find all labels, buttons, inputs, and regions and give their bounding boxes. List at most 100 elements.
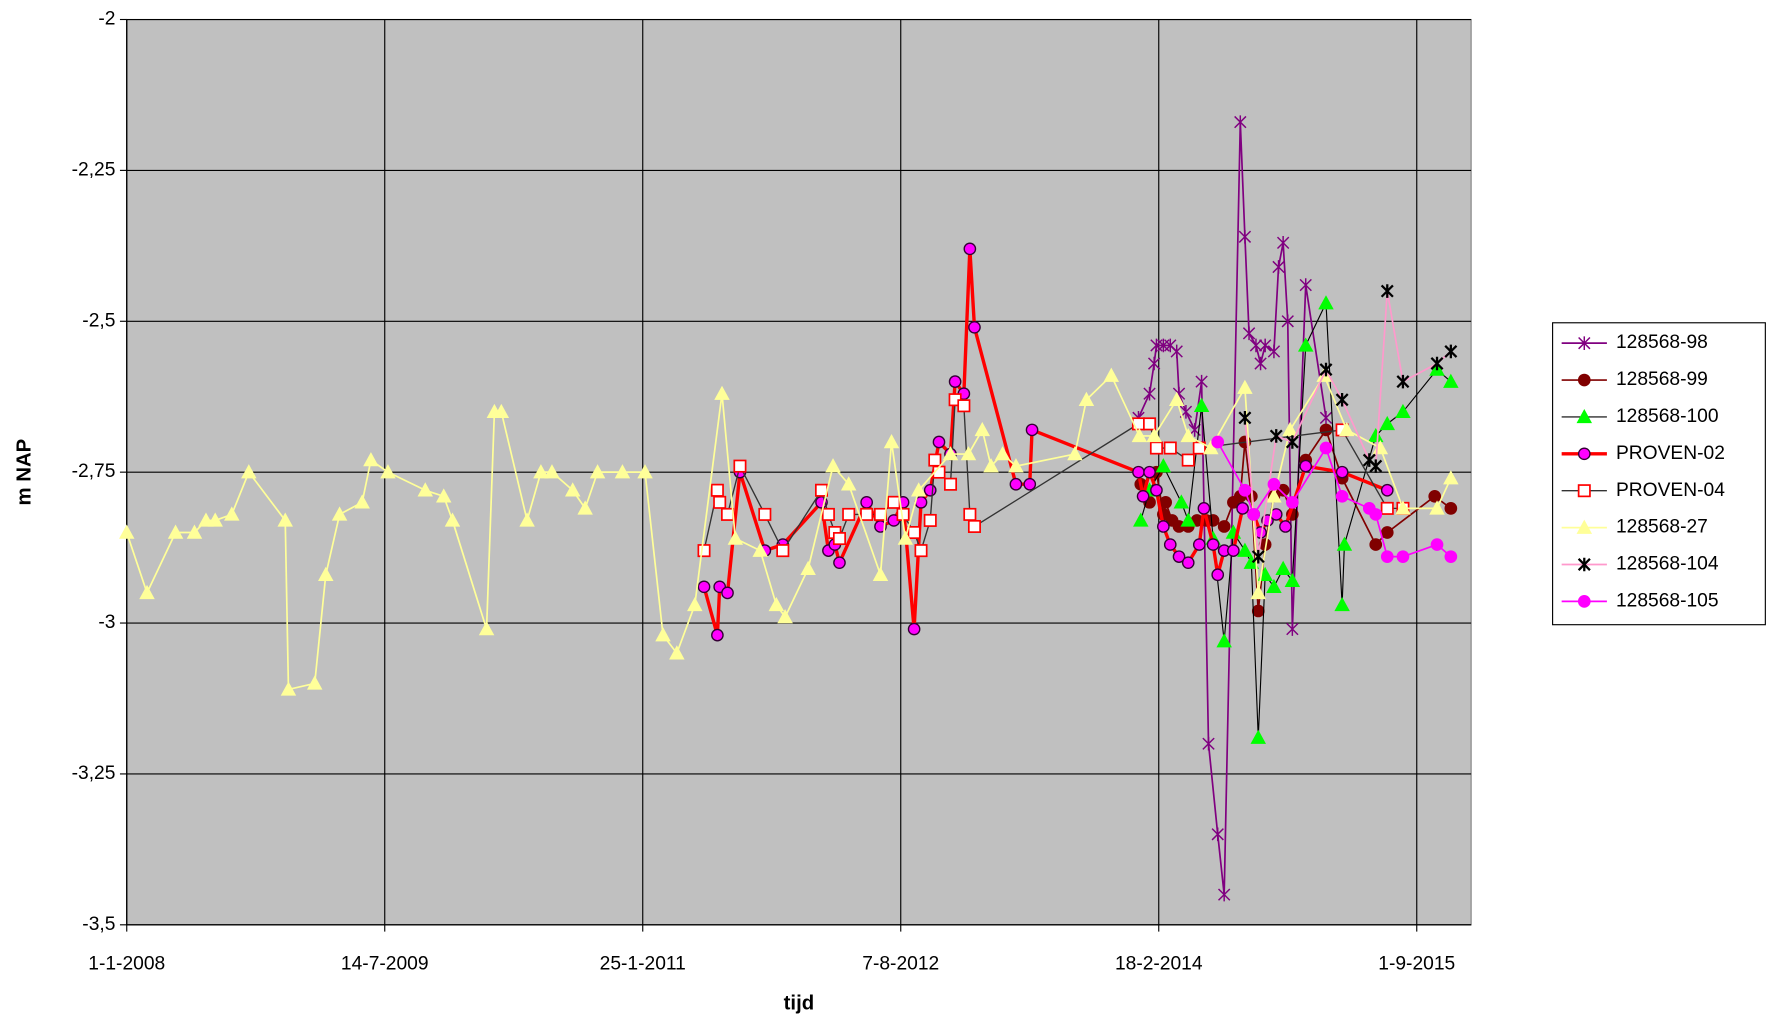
marker <box>1237 542 1253 557</box>
marker <box>224 506 240 521</box>
y-tick-label: -2,5 <box>82 310 115 331</box>
marker <box>1380 526 1394 539</box>
marker <box>318 566 334 581</box>
series <box>118 367 1459 696</box>
marker <box>842 507 856 521</box>
marker <box>948 375 962 388</box>
marker <box>380 464 396 479</box>
marker <box>354 494 370 509</box>
marker <box>1429 500 1445 515</box>
marker <box>1335 392 1349 407</box>
marker <box>1163 538 1177 551</box>
marker <box>1369 508 1383 521</box>
legend-box <box>1552 322 1766 626</box>
marker <box>1217 520 1231 533</box>
marker <box>1286 495 1299 509</box>
marker <box>669 645 685 660</box>
x-tick-label: 1-1-2008 <box>88 953 165 974</box>
marker <box>825 458 841 473</box>
marker <box>1147 356 1161 371</box>
marker <box>733 459 747 473</box>
marker <box>1078 391 1095 406</box>
marker <box>1318 295 1334 310</box>
marker <box>363 452 379 467</box>
marker <box>1338 421 1355 437</box>
marker <box>910 482 927 497</box>
series <box>697 393 1410 558</box>
marker <box>1143 386 1156 401</box>
marker <box>711 628 724 642</box>
marker <box>1444 502 1458 515</box>
marker <box>1159 495 1172 509</box>
marker <box>821 507 835 521</box>
legend-marker <box>1577 373 1591 387</box>
legend-marker <box>1576 408 1593 424</box>
marker <box>435 488 452 503</box>
marker <box>1368 427 1384 443</box>
legend-marker <box>1576 519 1593 534</box>
legend-label: 128568-99 <box>1616 369 1708 390</box>
marker <box>1396 550 1410 563</box>
marker <box>478 621 495 636</box>
marker <box>963 242 977 256</box>
marker <box>1242 326 1256 341</box>
marker <box>1444 550 1458 563</box>
marker <box>1286 622 1299 636</box>
marker <box>1131 427 1148 443</box>
marker <box>564 482 581 497</box>
marker <box>1279 520 1292 533</box>
y-tick-label: -3,5 <box>82 914 115 935</box>
marker <box>1193 397 1210 412</box>
marker <box>687 596 703 612</box>
marker <box>1267 477 1281 491</box>
marker <box>860 495 873 509</box>
x-tick-label: 7-8-2012 <box>862 953 939 974</box>
marker <box>1227 544 1240 557</box>
marker <box>887 495 901 509</box>
marker <box>1380 550 1394 563</box>
marker <box>1282 421 1298 437</box>
marker <box>697 544 711 558</box>
line <box>1244 290 1452 558</box>
marker <box>1297 337 1314 352</box>
legend-label: 128568-104 <box>1616 554 1719 575</box>
marker <box>1369 538 1383 551</box>
marker <box>198 512 214 527</box>
marker <box>544 464 560 479</box>
marker <box>614 464 631 479</box>
marker <box>1380 483 1394 497</box>
marker <box>1276 483 1290 497</box>
marker <box>1299 278 1312 292</box>
series <box>1132 115 1333 902</box>
marker <box>942 446 959 461</box>
marker <box>776 544 790 558</box>
marker <box>833 556 846 570</box>
y-axis-title: m NAP <box>13 439 35 506</box>
marker <box>983 458 999 473</box>
marker <box>1197 502 1211 515</box>
marker <box>960 446 977 461</box>
marker <box>1181 453 1195 467</box>
y-tick-label: -2 <box>98 9 115 30</box>
legend-marker <box>1577 447 1591 461</box>
marker <box>1180 512 1196 527</box>
marker <box>655 627 671 642</box>
marker <box>832 532 846 546</box>
marker <box>721 507 735 521</box>
marker <box>1369 459 1383 473</box>
legend-label: 128568-27 <box>1616 517 1708 538</box>
marker <box>1251 604 1265 618</box>
legend-marker <box>1578 336 1591 350</box>
marker <box>1133 512 1149 527</box>
x-axis-title: tijd <box>784 992 815 1014</box>
marker <box>1379 415 1396 431</box>
marker <box>1155 458 1172 473</box>
marker <box>1380 284 1394 298</box>
marker <box>1143 417 1157 431</box>
marker <box>1103 367 1120 382</box>
y-tick-label: -3,25 <box>72 763 116 784</box>
marker <box>1170 344 1183 359</box>
marker <box>1249 338 1263 353</box>
